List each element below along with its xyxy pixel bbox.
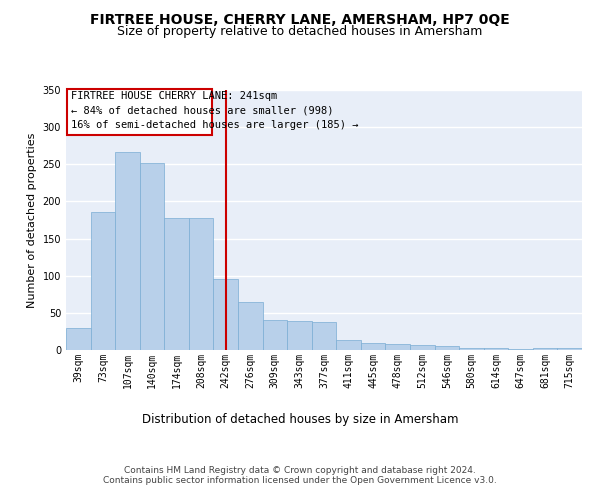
Bar	[533, 348, 557, 350]
Bar	[263, 320, 287, 350]
Bar	[557, 348, 582, 350]
Bar	[164, 218, 189, 350]
Text: Size of property relative to detached houses in Amersham: Size of property relative to detached ho…	[118, 25, 482, 38]
Bar	[410, 345, 434, 350]
Bar	[312, 322, 336, 350]
Text: ← 84% of detached houses are smaller (998): ← 84% of detached houses are smaller (99…	[71, 106, 334, 116]
Bar	[91, 212, 115, 350]
Bar	[66, 328, 91, 350]
Text: Contains HM Land Registry data © Crown copyright and database right 2024.: Contains HM Land Registry data © Crown c…	[124, 466, 476, 475]
Bar	[361, 342, 385, 350]
Bar	[336, 340, 361, 350]
Bar	[459, 348, 484, 350]
Text: Distribution of detached houses by size in Amersham: Distribution of detached houses by size …	[142, 412, 458, 426]
Bar	[238, 302, 263, 350]
Bar	[434, 346, 459, 350]
Bar	[385, 344, 410, 350]
Text: Contains public sector information licensed under the Open Government Licence v3: Contains public sector information licen…	[103, 476, 497, 485]
Bar	[189, 218, 214, 350]
Bar	[140, 163, 164, 350]
Bar	[214, 278, 238, 350]
Text: 16% of semi-detached houses are larger (185) →: 16% of semi-detached houses are larger (…	[71, 120, 358, 130]
Bar	[484, 348, 508, 350]
FancyBboxPatch shape	[67, 88, 212, 134]
Bar	[287, 321, 312, 350]
Y-axis label: Number of detached properties: Number of detached properties	[27, 132, 37, 308]
Bar	[115, 152, 140, 350]
Text: FIRTREE HOUSE CHERRY LANE: 241sqm: FIRTREE HOUSE CHERRY LANE: 241sqm	[71, 92, 277, 102]
Text: FIRTREE HOUSE, CHERRY LANE, AMERSHAM, HP7 0QE: FIRTREE HOUSE, CHERRY LANE, AMERSHAM, HP…	[90, 12, 510, 26]
